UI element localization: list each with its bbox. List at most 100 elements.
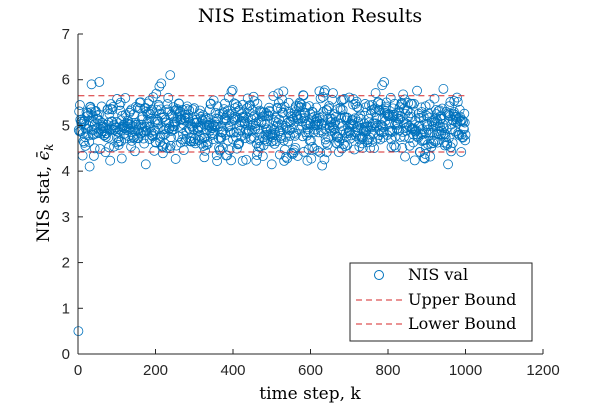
data-point <box>389 98 400 109</box>
data-point <box>99 130 110 141</box>
legend-entry-nis-val: NIS val <box>374 265 468 284</box>
data-point <box>315 93 326 104</box>
data-point <box>227 108 238 119</box>
data-point <box>365 121 376 132</box>
data-point <box>370 88 381 98</box>
data-point <box>424 99 435 110</box>
data-point <box>223 92 234 103</box>
data-point <box>273 88 284 99</box>
data-point <box>178 129 188 139</box>
data-point <box>156 78 167 89</box>
data-point <box>281 151 291 162</box>
data-point <box>172 104 183 114</box>
x-tick-label: 400 <box>220 362 245 379</box>
data-point <box>222 150 233 161</box>
data-point <box>371 112 382 123</box>
x-tick-label: 200 <box>143 362 168 379</box>
data-point <box>400 151 410 162</box>
data-point <box>83 130 94 141</box>
axes: 0 200 400 600 800 1000 1200 0 1 2 3 4 5 6 7 <box>62 26 560 379</box>
data-point <box>223 121 234 132</box>
data-point <box>211 119 221 130</box>
legend-label: Upper Bound <box>408 290 516 309</box>
data-point <box>159 112 169 122</box>
data-point <box>459 117 470 128</box>
data-point <box>336 112 347 123</box>
data-point <box>148 92 159 103</box>
data-point <box>302 130 312 141</box>
data-point <box>336 143 347 154</box>
data-point <box>259 119 270 130</box>
data-point <box>157 141 168 151</box>
data-point <box>441 123 452 134</box>
data-point <box>89 143 100 154</box>
data-point <box>460 129 471 140</box>
y-tick-label: 0 <box>62 346 70 363</box>
data-point <box>405 108 416 119</box>
data-point <box>373 97 384 108</box>
data-point <box>202 139 213 149</box>
data-point <box>366 105 377 116</box>
data-point <box>255 128 266 139</box>
data-point <box>278 86 289 97</box>
y-axis-label-symbol: ϵ̄ <box>34 150 54 160</box>
data-point <box>96 101 107 112</box>
data-point <box>154 81 165 92</box>
data-point <box>458 116 469 127</box>
data-point <box>283 97 294 108</box>
data-point <box>138 133 149 144</box>
data-point <box>350 113 360 124</box>
data-point <box>195 105 205 116</box>
data-point <box>145 107 156 117</box>
data-point <box>176 114 187 125</box>
data-point <box>460 135 471 146</box>
data-point <box>140 121 150 132</box>
chart-title: NIS Estimation Results <box>198 5 422 27</box>
data-point <box>447 138 458 148</box>
legend-box <box>349 262 533 342</box>
data-point <box>342 140 353 151</box>
data-point <box>412 85 422 96</box>
data-point <box>120 93 131 103</box>
data-point <box>421 111 432 121</box>
data-point <box>212 156 223 166</box>
data-point <box>241 154 252 165</box>
y-axis-label: NIS stat, ϵ̄k <box>34 144 56 243</box>
data-point <box>139 138 150 149</box>
data-point <box>178 145 189 156</box>
data-point <box>419 153 430 164</box>
data-point <box>306 153 317 164</box>
data-point <box>208 134 219 145</box>
data-point <box>313 127 324 138</box>
data-point <box>320 134 331 145</box>
data-point <box>416 129 426 140</box>
data-point <box>114 100 125 110</box>
data-point <box>318 106 329 117</box>
x-tick-label: 800 <box>375 362 400 379</box>
data-point <box>377 80 388 91</box>
data-point <box>217 127 228 137</box>
data-point <box>188 124 199 135</box>
data-point <box>378 126 389 137</box>
data-point <box>385 92 396 103</box>
data-point <box>263 111 274 122</box>
data-point <box>85 104 96 115</box>
data-point <box>429 93 440 104</box>
data-point <box>126 136 137 146</box>
data-point <box>103 132 114 143</box>
data-point <box>165 70 176 81</box>
data-point <box>425 151 436 162</box>
data-point <box>448 106 459 117</box>
legend: NIS val Upper Bound Lower Bound <box>349 262 533 342</box>
data-point <box>328 88 338 99</box>
data-point <box>115 105 126 116</box>
data-point <box>266 159 277 170</box>
data-point <box>423 139 433 150</box>
data-point <box>324 101 335 111</box>
legend-label: NIS val <box>408 265 468 284</box>
y-tick-label: 3 <box>62 209 70 226</box>
data-point <box>307 141 318 152</box>
data-point <box>443 133 454 143</box>
data-point <box>86 79 97 90</box>
data-point <box>319 154 330 165</box>
